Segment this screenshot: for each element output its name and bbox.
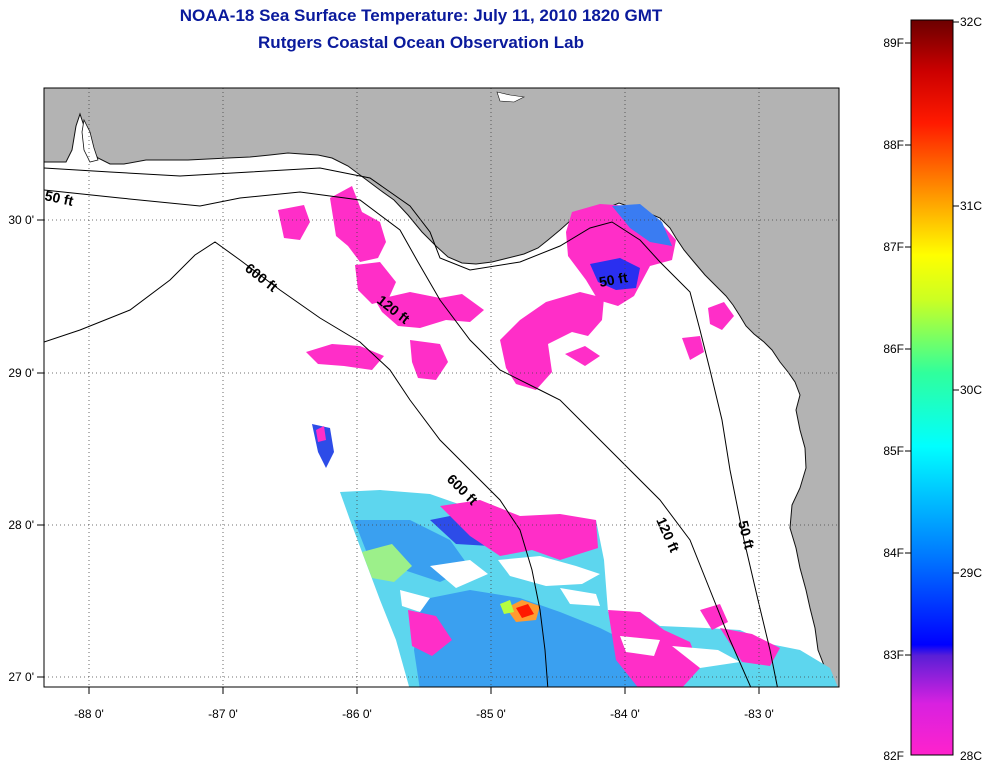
contour-label: 50 ft — [43, 187, 75, 209]
lat-tick-label: 30 0' — [8, 213, 34, 227]
map-gridlines — [44, 88, 839, 687]
lon-tick-label: -85 0' — [476, 707, 506, 721]
lat-tick-label: 27 0' — [8, 670, 34, 684]
lon-tick-label: -87 0' — [208, 707, 238, 721]
isobath-contours — [44, 167, 778, 687]
colorbar-f-label: 83F — [883, 648, 904, 662]
colorbar-gradient — [910, 19, 954, 756]
lon-tick-label: -84 0' — [610, 707, 640, 721]
colorbar-f-label: 84F — [883, 546, 904, 560]
longitude-axis: -88 0' -87 0' -86 0' -85 0' -84 0' -83 0… — [74, 687, 774, 721]
colorbar-c-label: 30C — [960, 383, 982, 397]
sst-data-patches — [278, 186, 838, 687]
colorbar-c-label: 28C — [960, 749, 982, 763]
contour-120ft — [44, 189, 752, 687]
colorbar-f-label: 87F — [883, 240, 904, 254]
map-title: NOAA-18 Sea Surface Temperature: July 11… — [179, 6, 663, 25]
colorbar-f-label: 85F — [883, 444, 904, 458]
contour-label: 50 ft — [598, 269, 629, 290]
lat-tick-label: 29 0' — [8, 366, 34, 380]
latitude-axis: 30 0' 29 0' 28 0' 27 0' — [8, 213, 44, 684]
map-frame — [43, 87, 840, 688]
lon-tick-label: -83 0' — [744, 707, 774, 721]
colorbar-f-label: 86F — [883, 342, 904, 356]
colorbar-f-label: 88F — [883, 138, 904, 152]
lon-tick-label: -88 0' — [74, 707, 104, 721]
map-subtitle: Rutgers Coastal Ocean Observation Lab — [258, 33, 584, 52]
colorbar-f-label: 82F — [883, 749, 904, 763]
colorbar-f-label: 89F — [883, 36, 904, 50]
colorbar-c-label: 31C — [960, 199, 982, 213]
colorbar-c-label: 32C — [960, 15, 982, 29]
lon-tick-label: -86 0' — [342, 707, 372, 721]
lat-tick-label: 28 0' — [8, 518, 34, 532]
contour-50ft — [44, 167, 778, 687]
contour-600ft — [44, 241, 549, 687]
colorbar-c-label: 29C — [960, 566, 982, 580]
contour-label: 50 ft — [735, 519, 758, 551]
temperature-colorbar: 89F 88F 87F 86F 85F 84F 83F 82F 32C 31C … — [883, 15, 982, 763]
